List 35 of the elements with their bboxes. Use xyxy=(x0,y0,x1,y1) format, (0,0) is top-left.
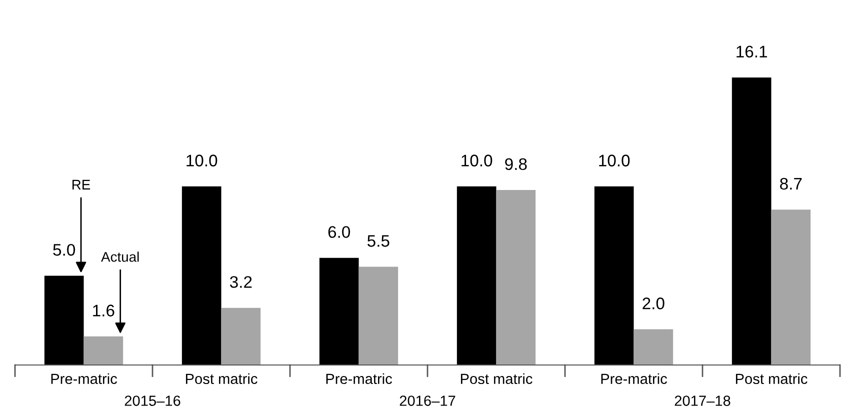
data-label: 1.6 xyxy=(93,304,114,316)
x-tick-label: Pre-matric xyxy=(601,373,667,384)
annotation: Actual xyxy=(101,252,139,262)
text: 2015–16 xyxy=(124,396,180,406)
data-label: 8.7 xyxy=(780,178,802,190)
x-tick-label: Pre-matric xyxy=(326,373,392,384)
data-label: 5.0 xyxy=(53,244,76,256)
annotation: RE xyxy=(72,180,90,190)
data-label: 6.0 xyxy=(328,226,350,238)
bar xyxy=(594,186,634,365)
x-tick-label: Post matric xyxy=(460,373,532,384)
x-tick-label: Post matric xyxy=(736,373,808,384)
bar xyxy=(84,336,124,365)
data-label: 10.0 xyxy=(462,154,492,166)
bar xyxy=(182,186,222,365)
bar xyxy=(221,308,261,365)
x-tick-label: Post matric xyxy=(186,373,258,384)
bar xyxy=(456,186,496,365)
data-label: 16.1 xyxy=(736,46,767,58)
data-label: 5.5 xyxy=(367,235,390,247)
data-label: 3.2 xyxy=(230,276,252,288)
text: 2017–18 xyxy=(674,396,730,406)
bar xyxy=(44,276,84,365)
data-label: 10.0 xyxy=(599,154,630,166)
bar xyxy=(496,190,536,365)
bar xyxy=(358,266,398,365)
data-label: 9.8 xyxy=(505,158,527,170)
bar xyxy=(634,329,674,365)
x-tick-label: Pre-matric xyxy=(51,373,117,384)
data-label: 10.0 xyxy=(186,154,218,166)
bar xyxy=(319,258,359,365)
bar xyxy=(732,78,772,365)
text: 2016–17 xyxy=(400,396,456,406)
bar xyxy=(771,210,811,365)
data-label: 2.0 xyxy=(642,298,664,310)
